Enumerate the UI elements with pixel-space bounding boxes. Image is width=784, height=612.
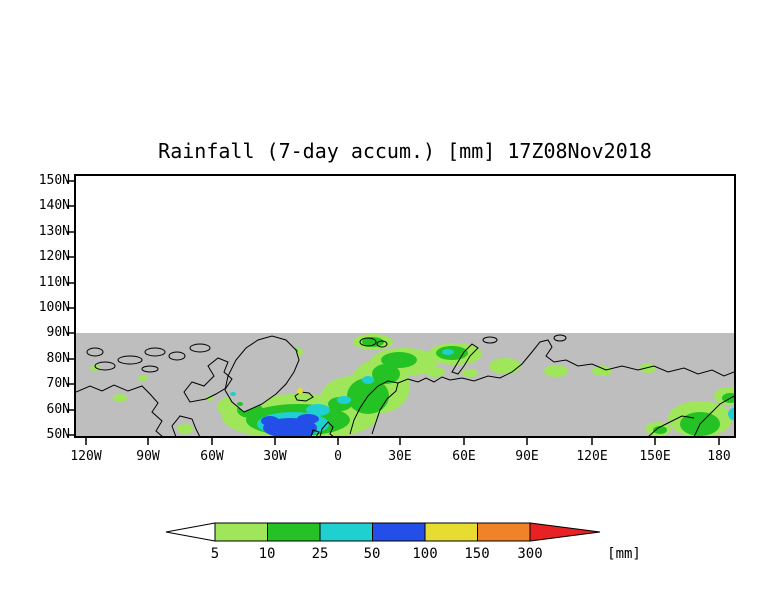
y-axis-ticks [67,180,75,436]
x-axis-label: 90W [136,449,160,464]
coastline-novaya-zemlya [451,343,479,375]
y-axis-label: 90N [46,325,70,340]
rain-blob [306,404,330,416]
colorbar-segment-50-100 [372,522,426,542]
coastline-svalbard [376,340,388,348]
colorbar [165,522,601,542]
colorbar-level-label: 50 [363,546,381,562]
colorbar-level-label: 10 [258,546,276,562]
coastline-ireland [310,429,320,437]
rain-blob [297,414,319,424]
colorbar-unit-label: [mm] [607,546,641,562]
coastline-nw-canada [76,384,164,437]
x-axis-label: 150E [639,449,671,464]
rain-blob [362,376,374,384]
rain-blob [337,396,351,404]
y-axis-label: 80N [46,351,70,366]
colorbar-left-arrow [165,522,216,542]
x-axis-label: 60W [200,449,224,464]
rainfall-shading [90,334,734,437]
rain-blob [425,367,445,377]
coastline-chukotka [693,395,734,437]
y-axis-label: 70N [46,376,70,391]
coastline-kola [397,376,451,384]
rain-spot-yellow [297,388,303,394]
colorbar-level-label: 100 [412,546,438,562]
coastline-britain [319,421,335,437]
rain-blob [138,375,148,381]
x-axis-label: 60E [452,449,476,464]
colorbar-segment-150-300 [477,522,531,542]
rain-blob [113,394,127,402]
x-axis-label: 120E [576,449,608,464]
colorbar-level-label: 150 [464,546,490,562]
coastline-arctic-island [189,343,211,353]
coastline-arctic-island [94,361,116,371]
figure-title: Rainfall (7-day accum.) [mm] 17Z08Nov201… [158,139,652,163]
rain-blob [90,365,100,371]
rain-spot-overlay [230,388,303,406]
y-axis-label: 120N [38,249,70,264]
rain-blob [362,337,384,347]
rain-spot-green [237,402,243,406]
plot-border [74,174,736,438]
x-axis-label: 180 [707,449,731,464]
rain-blob [261,416,279,426]
rain-blob [653,426,667,434]
colorbar-level-label: 300 [517,546,543,562]
coastline-arctic-island [168,351,186,361]
coastline-svalbard [359,337,377,347]
x-axis-label: 120W [70,449,102,464]
coastline-okhotsk [647,415,695,437]
rain-blob [381,352,417,368]
colorbar-segment-100-150 [424,522,478,542]
coastlines [76,334,734,437]
coastline-baffin [183,357,233,403]
coastline-arctic-island [144,347,166,357]
rain-blob [592,366,612,376]
x-axis-label: 30W [263,449,287,464]
y-axis-label: 130N [38,224,70,239]
rain-blob [728,407,734,421]
coastline-arctic-island [141,365,159,373]
rain-blob [278,425,314,437]
colorbar-segment-25-50 [319,522,373,542]
coastline-scandinavia [349,380,399,435]
coastline-arctic-island [86,347,104,357]
rain-blob [177,424,193,434]
coastline-arctic-island [117,355,143,365]
y-axis-label: 150N [38,173,70,188]
y-axis-label: 140N [38,198,70,213]
y-axis-label: 50N [46,427,70,442]
coastline-siberia [449,339,734,382]
y-axis-label: 110N [38,275,70,290]
rain-blob [722,393,734,403]
colorbar-level-label: 5 [210,546,220,562]
rain-spot-cyan [230,392,236,396]
x-axis-label: 30E [388,449,412,464]
coastline-hudson-bay [171,415,201,437]
colorbar-level-label: 25 [311,546,329,562]
coastline-greenland [224,335,300,413]
coastline-franz-josef [482,336,498,344]
x-axis-label: 0 [334,449,342,464]
rain-blob [462,369,478,377]
x-axis-label: 90E [515,449,539,464]
rain-blob [489,358,521,374]
y-axis-label: 60N [46,402,70,417]
colorbar-right-arrow [529,522,601,542]
colorbar-segment-10-25 [267,522,321,542]
y-axis-label: 100N [38,300,70,315]
colorbar-segment-5-10 [214,522,268,542]
rain-blob [442,349,454,355]
rain-blob [372,364,400,384]
rain-blob [544,365,568,377]
coastline-severnaya-zemlya [553,334,567,342]
x-axis-ticks [85,437,720,445]
